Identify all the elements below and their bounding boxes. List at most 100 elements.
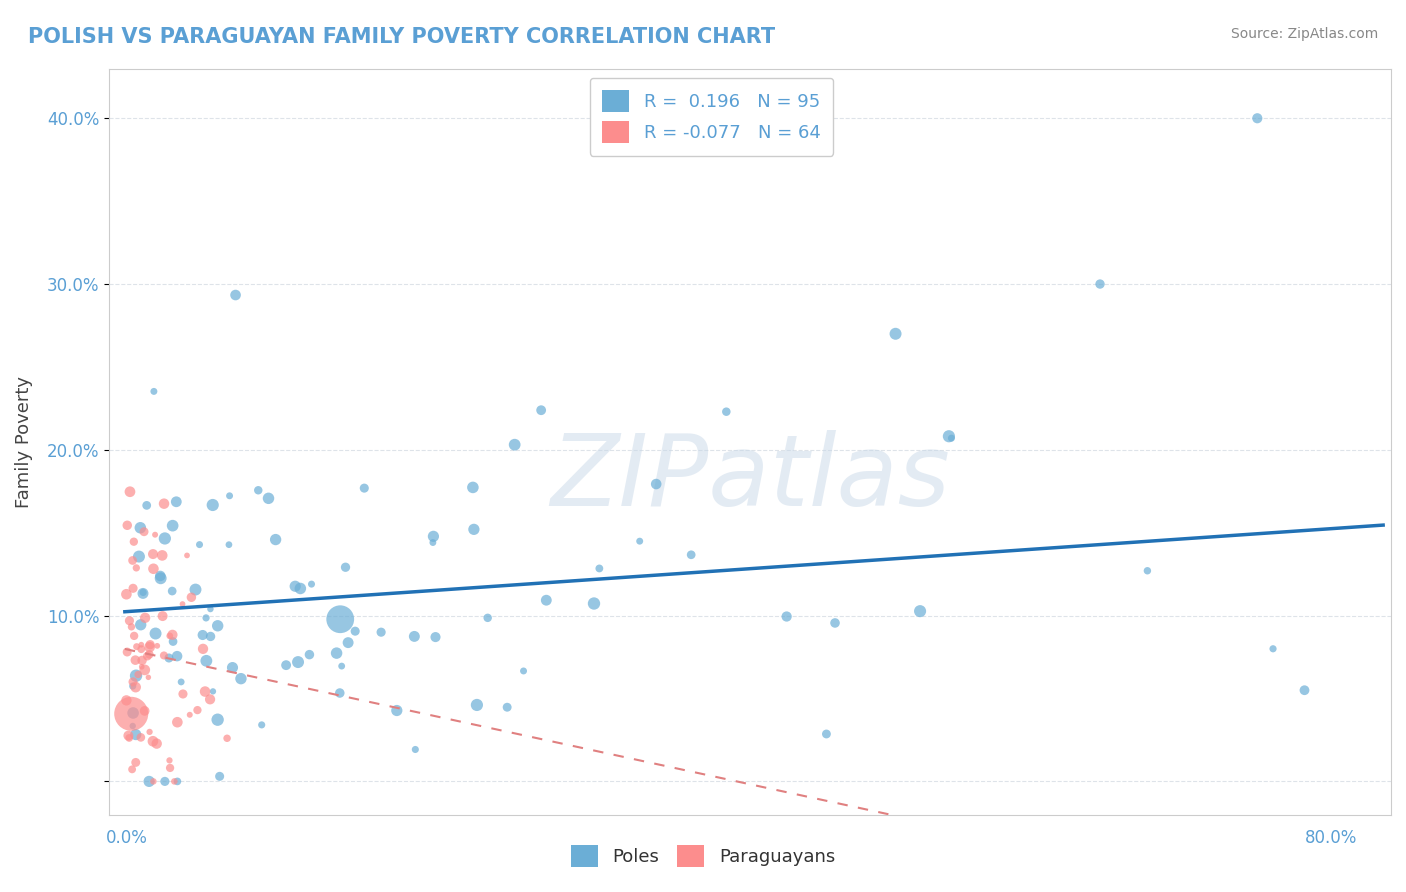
Point [207, 619, 229, 633]
Text: ZIPatlas: ZIPatlas [550, 430, 950, 527]
Point [184, 582, 207, 597]
Point [329, 686, 352, 700]
Legend: Poles, Paraguayans: Poles, Paraguayans [564, 838, 842, 874]
Point [207, 713, 229, 727]
Point [1261, 641, 1284, 656]
Point [218, 489, 240, 503]
Point [229, 672, 252, 686]
Point [115, 645, 138, 659]
Point [941, 431, 963, 445]
Point [536, 593, 558, 607]
Point [125, 728, 148, 742]
Point [142, 774, 165, 789]
Point [301, 577, 323, 591]
Point [136, 649, 159, 664]
Point [162, 518, 184, 533]
Point [191, 628, 214, 642]
Text: Source: ZipAtlas.com: Source: ZipAtlas.com [1230, 27, 1378, 41]
Point [335, 560, 357, 574]
Point [142, 547, 165, 561]
Point [120, 706, 142, 721]
Point [1246, 112, 1268, 126]
Point [115, 587, 138, 601]
Point [172, 687, 194, 701]
Point [121, 553, 143, 567]
Point [138, 640, 160, 654]
Point [218, 538, 240, 552]
Point [121, 719, 143, 733]
Point [153, 648, 176, 663]
Point [157, 651, 180, 665]
Point [162, 634, 184, 648]
Point [132, 585, 155, 599]
Point [422, 529, 444, 543]
Point [125, 561, 148, 575]
Point [257, 491, 280, 506]
Point [138, 670, 160, 684]
Point [124, 653, 146, 667]
Point [908, 604, 931, 618]
Point [159, 753, 181, 767]
Text: 0.0%: 0.0% [105, 829, 148, 847]
Point [329, 612, 352, 626]
Point [166, 715, 188, 730]
Point [153, 774, 176, 789]
Point [125, 756, 148, 770]
Point [503, 438, 526, 452]
Point [138, 725, 160, 739]
Point [824, 615, 846, 630]
Point [815, 727, 838, 741]
Point [180, 591, 202, 605]
Point [530, 403, 553, 417]
Point [681, 548, 703, 562]
Point [477, 611, 499, 625]
Point [172, 597, 194, 611]
Point [118, 731, 141, 745]
Point [198, 692, 221, 706]
Point [162, 628, 184, 642]
Point [325, 646, 347, 660]
Point [195, 611, 218, 625]
Point [129, 617, 152, 632]
Point [200, 602, 222, 616]
Point [143, 527, 166, 541]
Point [122, 706, 145, 720]
Point [124, 680, 146, 694]
Point [264, 533, 287, 547]
Point [127, 667, 149, 681]
Point [201, 498, 224, 512]
Point [250, 718, 273, 732]
Point [512, 664, 534, 678]
Point [152, 609, 174, 624]
Point [160, 584, 183, 599]
Point [159, 761, 181, 775]
Point [1088, 277, 1111, 291]
Point [131, 653, 153, 667]
Point [166, 649, 188, 664]
Point [117, 729, 139, 743]
Point [582, 597, 605, 611]
Point [344, 624, 367, 639]
Point [121, 679, 143, 693]
Point [129, 521, 152, 535]
Point [938, 429, 960, 443]
Point [131, 659, 153, 673]
Point [128, 549, 150, 564]
Point [132, 524, 155, 539]
Point [461, 480, 484, 494]
Point [118, 614, 141, 628]
Point [134, 611, 156, 625]
Point [1136, 564, 1159, 578]
Point [134, 663, 156, 677]
Point [145, 626, 167, 640]
Point [186, 703, 208, 717]
Point [153, 532, 176, 546]
Point [353, 481, 375, 495]
Point [134, 704, 156, 718]
Point [149, 571, 172, 585]
Point [404, 742, 426, 756]
Text: POLISH VS PARAGUAYAN FAMILY POVERTY CORRELATION CHART: POLISH VS PARAGUAYAN FAMILY POVERTY CORR… [28, 27, 775, 46]
Point [142, 562, 165, 576]
Point [404, 629, 426, 643]
Point [217, 731, 239, 746]
